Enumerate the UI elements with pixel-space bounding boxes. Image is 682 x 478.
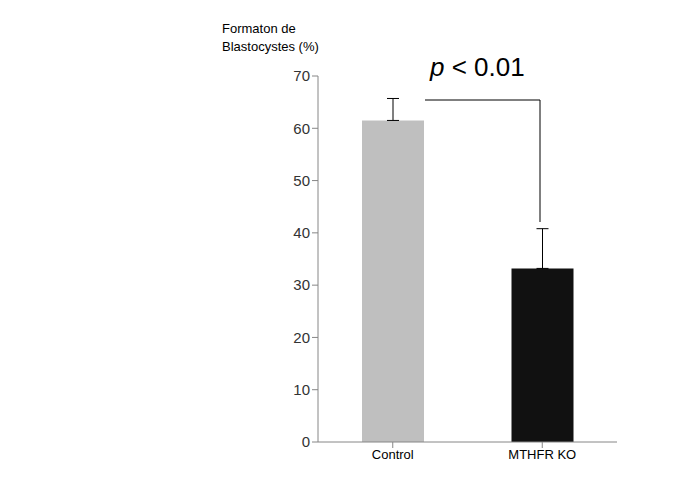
svg-text:40: 40	[293, 224, 310, 241]
html-text:Blastocystes (%): Blastocystes (%)	[222, 39, 319, 54]
html-text:Formaton de: Formaton de	[222, 21, 296, 36]
svg-text:Control: Control	[372, 447, 414, 462]
svg-text:30: 30	[293, 276, 310, 293]
svg-text:0: 0	[302, 433, 310, 450]
svg-text:70: 70	[293, 67, 310, 84]
svg-text:50: 50	[293, 172, 310, 189]
svg-text:20: 20	[293, 329, 310, 346]
html-text:p < 0.01: p < 0.01	[430, 52, 525, 82]
svg-text:MTHFR KO: MTHFR KO	[508, 447, 576, 462]
svg-text:60: 60	[293, 120, 310, 137]
svg-text:10: 10	[293, 381, 310, 398]
